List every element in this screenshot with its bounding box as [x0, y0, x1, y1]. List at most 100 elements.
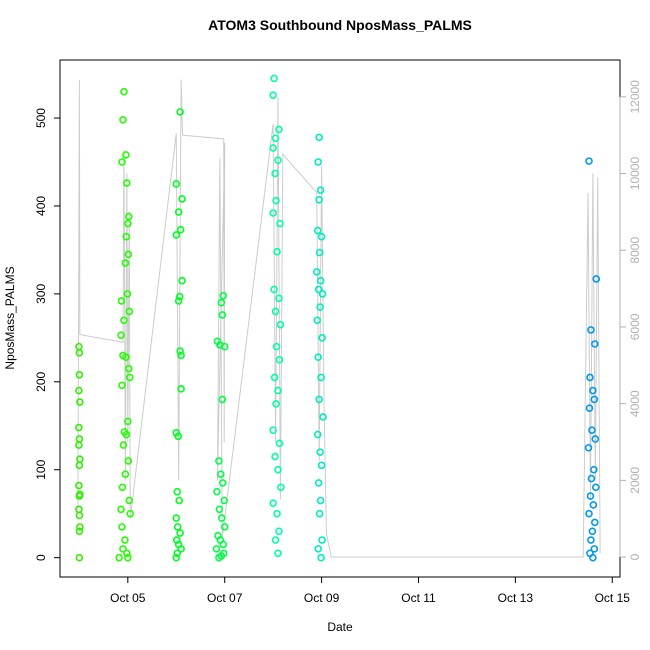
scatter-point	[117, 505, 125, 514]
scatter-point	[217, 298, 226, 307]
scatter-point	[271, 169, 279, 178]
x-tick-label: Oct 11	[401, 591, 436, 605]
scatter-point	[318, 290, 327, 298]
scatter-point	[173, 549, 182, 558]
scatter-point	[273, 509, 281, 518]
y2-tick-label: 10000	[628, 157, 642, 191]
y2-tick-label: 2000	[628, 467, 642, 494]
scatter-point	[176, 347, 184, 355]
scatter-point	[590, 545, 599, 553]
scatter-point	[589, 553, 597, 562]
scatter-point	[75, 505, 83, 514]
scatter-point	[121, 536, 129, 544]
scatter-point	[271, 307, 280, 316]
scatter-point	[215, 457, 223, 465]
scatter-point	[213, 487, 221, 496]
scatter-point	[588, 527, 597, 536]
scatter-point	[119, 441, 128, 449]
scatter-point	[178, 276, 186, 285]
scatter-point	[269, 209, 277, 217]
scatter-point	[318, 536, 326, 544]
scatter-point	[592, 275, 601, 283]
scatter-point	[124, 553, 132, 562]
scatter-point	[123, 179, 131, 187]
scatter-point	[122, 353, 130, 361]
scatter-point	[584, 443, 593, 452]
scatter-point	[172, 553, 181, 562]
scatter-point	[274, 156, 282, 165]
scatter-point	[75, 435, 84, 443]
scatter-point	[219, 540, 228, 549]
scatter-point	[126, 509, 135, 518]
scatter-point	[75, 481, 83, 490]
y-tick-label: 200	[34, 371, 48, 391]
scatter-point	[115, 553, 123, 562]
x-tick-label: Oct 13	[498, 591, 534, 605]
y-tick-label: 500	[34, 108, 48, 128]
scatter-point	[274, 465, 282, 474]
scatter-point	[275, 439, 284, 448]
scatter-point	[176, 108, 184, 116]
scatter-point	[121, 259, 130, 267]
scatter-point	[173, 487, 182, 496]
scatter-point	[269, 426, 277, 434]
scatter-point	[274, 386, 282, 395]
scatter-point	[120, 316, 128, 325]
scatter-point	[312, 268, 321, 276]
scatter-point	[122, 151, 130, 159]
scatter-point	[590, 395, 599, 404]
scatter-point	[124, 219, 132, 228]
scatter-point	[218, 395, 227, 404]
scatter-point	[317, 553, 325, 562]
scatter-point	[277, 483, 285, 492]
scatter-point	[123, 290, 132, 298]
scatter-point	[220, 496, 229, 505]
scatter-point	[175, 292, 184, 301]
scatter-point	[75, 441, 83, 449]
scatter-point	[75, 348, 84, 357]
y2-tick-label: 0	[628, 553, 642, 560]
scatter-point	[276, 320, 285, 329]
scatter-point	[118, 158, 126, 166]
scatter-point	[75, 511, 84, 520]
scatter-point	[218, 311, 227, 319]
scatter-point	[124, 457, 133, 465]
scatter-point	[75, 492, 84, 500]
y2-tick-label: 12000	[628, 80, 642, 114]
scatter-point	[275, 356, 284, 364]
scatter-point	[269, 499, 277, 507]
scatter-point	[175, 496, 183, 505]
scatter-point	[174, 297, 183, 305]
scatter-point	[124, 212, 133, 221]
scatter-point	[220, 342, 229, 351]
scatter-point	[124, 364, 133, 373]
x-tick-label: Oct 05	[110, 591, 146, 605]
scatter-point	[588, 426, 596, 434]
scatter-point	[275, 294, 283, 303]
scatter-point	[124, 250, 133, 259]
scatter-point	[318, 334, 326, 342]
scatter-point	[75, 423, 83, 432]
scatter-point	[217, 470, 225, 478]
scatter-point	[591, 518, 599, 527]
scatter-point	[269, 144, 277, 152]
scatter-point	[316, 448, 324, 456]
scatter-point	[276, 219, 284, 228]
scatter-point	[117, 297, 126, 305]
scatter-point	[313, 430, 322, 439]
scatter-point	[272, 196, 280, 205]
scatter-point	[586, 373, 594, 382]
scatter-point	[173, 523, 182, 531]
y-tick-label: 300	[34, 284, 48, 304]
y2-tick-label: 6000	[628, 313, 642, 340]
scatter-point	[119, 115, 127, 124]
scatter-point	[177, 385, 185, 393]
scatter-point	[316, 186, 325, 194]
scatter-point	[272, 399, 280, 408]
scatter-point	[275, 527, 283, 536]
scatter-point	[591, 340, 599, 348]
scatter-point	[125, 307, 134, 316]
scatter-point	[177, 351, 185, 360]
scatter-point	[174, 208, 183, 216]
scatter-point	[125, 373, 134, 382]
